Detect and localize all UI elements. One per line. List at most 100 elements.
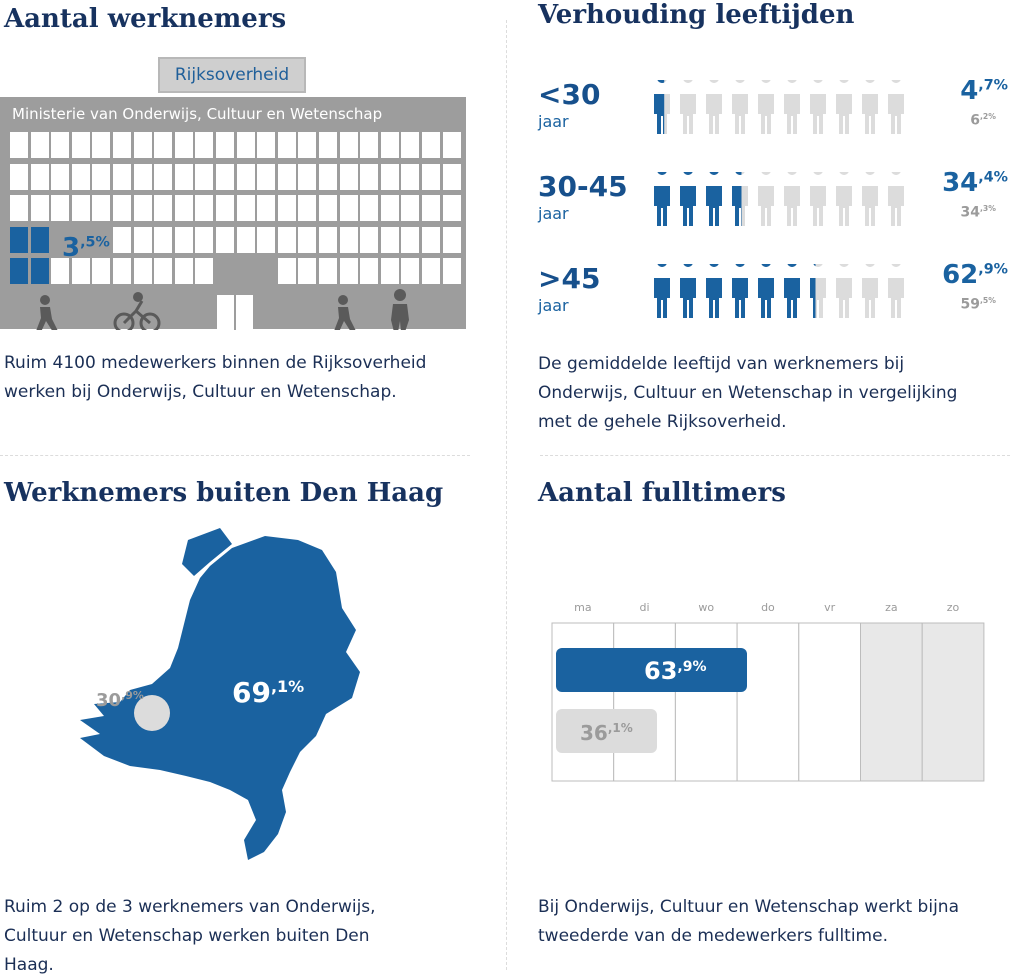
person-icon: [810, 172, 826, 226]
window-highlighted: [30, 258, 49, 284]
window: [277, 258, 296, 284]
window: [174, 226, 193, 253]
window: [298, 132, 317, 158]
window: [174, 132, 193, 158]
window: [92, 195, 111, 221]
window: [51, 258, 70, 284]
horizontal-divider-left: [0, 455, 470, 456]
walking-person-2-icon: [334, 295, 356, 330]
person-icon: [836, 80, 852, 134]
window: [257, 226, 276, 253]
fulltime-bar-label: 63,9%: [644, 657, 707, 685]
window: [113, 163, 131, 190]
fulltime-chart: ma di wo do vr za zo 63,9% 36,1%: [551, 601, 985, 782]
window: [51, 163, 70, 190]
window: [319, 258, 337, 284]
window: [380, 132, 399, 158]
window: [442, 258, 461, 284]
person-icon: [888, 264, 904, 318]
window: [277, 132, 296, 158]
age-unit: jaar: [538, 296, 569, 315]
person-icon: [758, 172, 774, 226]
ministry-name: Ministerie van Onderwijs, Cultuur en Wet…: [12, 105, 383, 123]
window: [154, 226, 173, 253]
window: [257, 195, 276, 221]
window: [154, 258, 173, 284]
window: [442, 163, 461, 190]
day-column: [613, 622, 676, 782]
window: [442, 195, 461, 221]
window: [339, 163, 358, 190]
window: [174, 195, 193, 221]
window: [195, 163, 214, 190]
person-icon: [836, 264, 852, 318]
person-icon: [784, 172, 800, 226]
window: [113, 226, 131, 253]
employee-share-frac: ,5%: [80, 234, 110, 251]
person-icon-filled: [654, 80, 665, 134]
person-icon-filled: [810, 264, 816, 318]
outside-title: Werknemers buiten Den Haag: [4, 478, 444, 508]
window: [51, 195, 70, 221]
window: [10, 195, 28, 221]
window: [71, 163, 90, 190]
parttime-bar: [556, 709, 657, 753]
day-label: zo: [947, 601, 960, 614]
day-column: [551, 622, 615, 782]
window: [71, 195, 90, 221]
window: [422, 163, 440, 190]
person-icon: [836, 172, 852, 226]
person-icon-filled: [706, 172, 722, 226]
window: [216, 163, 234, 190]
age-percentage: 62,9%: [942, 260, 1008, 290]
age-label: >45: [538, 262, 601, 295]
parttime-bar-label: 36,1%: [580, 721, 633, 745]
window: [257, 132, 276, 158]
person-icon: [732, 80, 748, 134]
window: [10, 163, 28, 190]
window: [360, 226, 379, 253]
window: [51, 132, 70, 158]
window: [133, 195, 152, 221]
window: [401, 195, 420, 221]
window-highlighted: [30, 226, 49, 253]
window: [30, 163, 49, 190]
window: [319, 195, 337, 221]
den-haag-marker: [134, 695, 170, 731]
employees-title: Aantal werknemers: [4, 4, 287, 34]
person-icon: [706, 80, 722, 134]
person-icon-filled: [784, 264, 800, 318]
window: [380, 163, 399, 190]
outside-label: 69,1%: [232, 676, 304, 709]
vertical-divider: [506, 20, 507, 970]
window: [339, 258, 358, 284]
window: [277, 226, 296, 253]
window-highlighted: [10, 226, 28, 253]
window: [71, 258, 90, 284]
day-label: wo: [698, 601, 714, 614]
ages-caption: De gemiddelde leeftijd van werknemers bi…: [538, 354, 958, 432]
window: [216, 195, 234, 221]
window: [298, 163, 317, 190]
person-icon-filled: [758, 264, 774, 318]
day-label: vr: [824, 601, 836, 614]
window: [380, 195, 399, 221]
window: [380, 226, 399, 253]
day-label: do: [761, 601, 775, 614]
person-icon: [680, 80, 696, 134]
window: [401, 132, 420, 158]
window: [360, 163, 379, 190]
window: [195, 258, 214, 284]
person-icon: [810, 80, 826, 134]
window: [216, 132, 234, 158]
age-pictogram: [654, 172, 904, 226]
window: [154, 195, 173, 221]
person-icon: [888, 80, 904, 134]
map-shape: [80, 536, 360, 860]
window: [30, 195, 49, 221]
window: [10, 132, 28, 158]
day-column: [860, 622, 923, 782]
window: [442, 132, 461, 158]
age-label: <30: [538, 78, 601, 111]
window: [154, 163, 173, 190]
